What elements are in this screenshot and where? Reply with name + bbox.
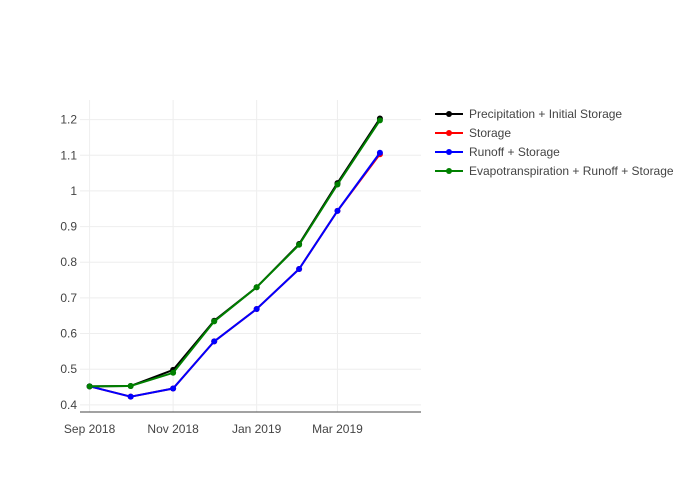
legend-swatch-marker [446,149,452,155]
data-point[interactable] [376,117,383,124]
legend-item[interactable]: Evapotranspiration + Runoff + Storage [435,164,674,178]
legend-label: Runoff + Storage [469,145,560,159]
data-point[interactable] [376,149,383,156]
data-point[interactable] [211,338,218,345]
series-line [89,117,381,388]
data-point[interactable] [334,181,341,188]
legend-swatch-marker [446,111,452,117]
legend[interactable]: Precipitation + Initial Storage Storage Ru… [435,107,674,178]
data-point[interactable] [211,318,218,325]
y-tick-label: 0.4 [60,398,77,412]
series-3 [86,117,383,390]
x-tick-label: Mar 2019 [312,422,363,436]
data-point[interactable] [296,241,303,248]
legend-swatch-marker [446,130,452,136]
legend-label: Storage [469,126,511,140]
y-tick-label: 1.2 [60,113,77,127]
y-tick-label: 1 [70,184,77,198]
x-tick-label: Sep 2018 [64,422,116,436]
legend-item[interactable]: Runoff + Storage [435,145,560,159]
data-point[interactable] [127,382,134,389]
series-line [89,119,381,388]
y-tick-label: 0.5 [60,362,77,376]
x-tick-label: Nov 2018 [147,422,199,436]
data-point[interactable] [296,266,303,273]
data-point[interactable] [170,369,177,376]
y-tick-label: 0.8 [60,255,77,269]
data-point[interactable] [253,305,260,312]
legend-item[interactable]: Precipitation + Initial Storage [435,107,622,121]
data-point[interactable] [86,383,93,390]
y-tick-label: 0.9 [60,220,77,234]
series-2 [86,149,383,400]
data-point[interactable] [253,284,260,291]
legend-label: Precipitation + Initial Storage [469,107,622,121]
legend-swatch-marker [446,168,452,174]
data-point[interactable] [170,385,177,392]
series-line [89,152,381,398]
series-0 [86,115,383,390]
y-tick-label: 0.7 [60,291,77,305]
grid-layer [80,100,421,412]
x-tick-label: Jan 2019 [232,422,282,436]
series-layer [86,115,383,400]
legend-label: Evapotranspiration + Runoff + Storage [469,164,674,178]
data-point[interactable] [334,207,341,214]
series-1 [86,151,383,400]
data-point[interactable] [127,393,134,400]
axis-layer: 0.4 0.5 0.6 0.7 0.8 0.9 1 1.1 1.2 Sep 2018 Nov 201… [60,113,421,436]
legend-item[interactable]: Storage [435,126,511,140]
y-tick-label: 0.6 [60,327,77,341]
y-tick-label: 1.1 [60,148,77,162]
